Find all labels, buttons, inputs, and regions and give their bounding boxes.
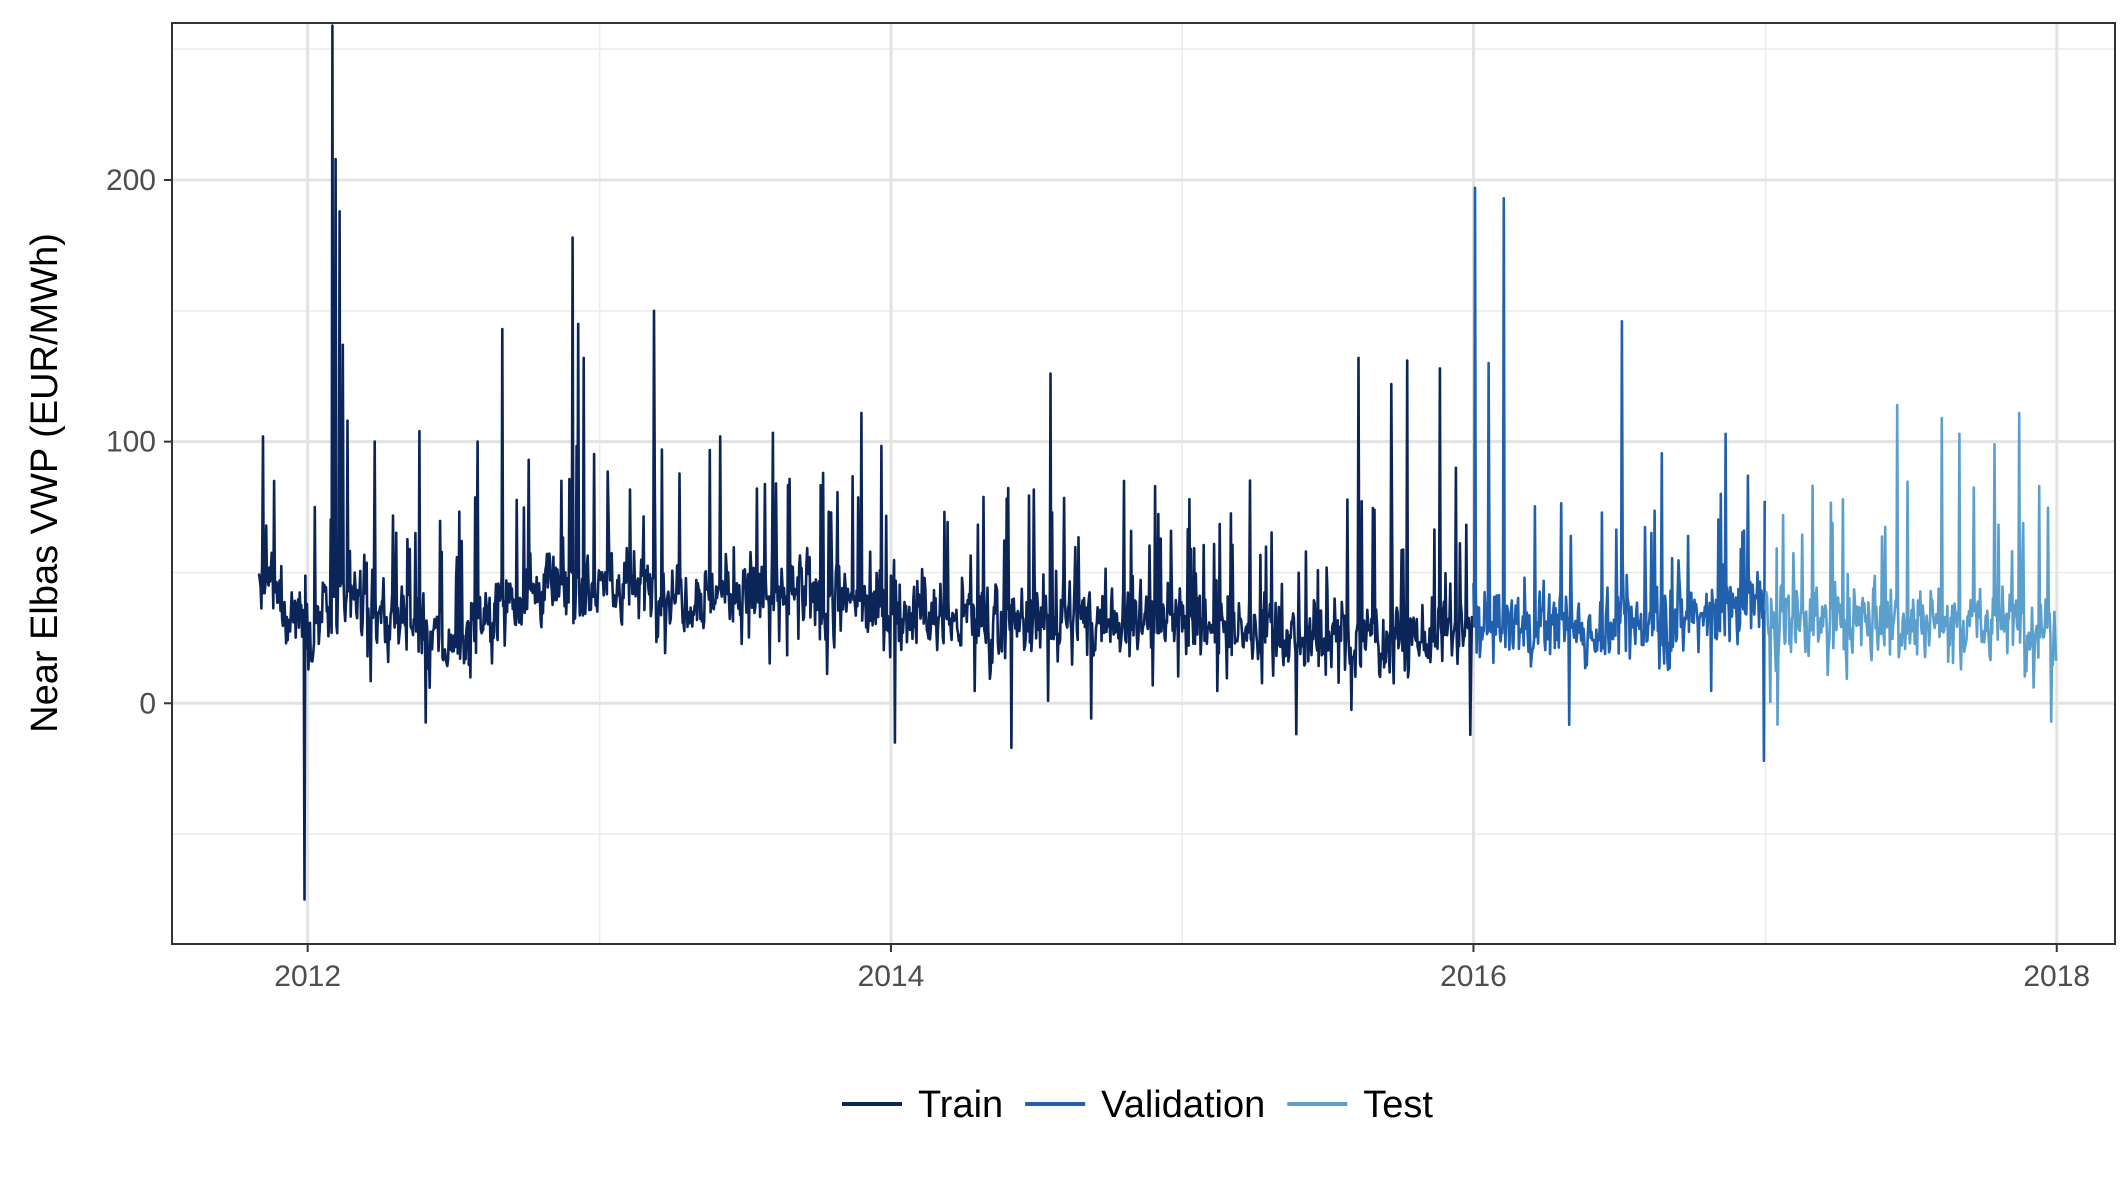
- y-axis-label: Near Elbas VWP (EUR/MWh): [24, 233, 66, 733]
- x-tick-label: 2014: [858, 960, 925, 993]
- panel-border: [171, 22, 2116, 945]
- plot-panel: [171, 22, 2116, 945]
- series-layer: [257, 24, 2058, 901]
- series-line-train: [257, 24, 1474, 901]
- series-line-test: [1764, 403, 2058, 726]
- x-axis: 2012 2014 2016 2018: [274, 944, 2090, 993]
- grid-minor: [172, 23, 2115, 944]
- y-tick-label: 200: [106, 164, 156, 197]
- y-tick-label: 100: [106, 426, 156, 459]
- grid-major: [172, 23, 2115, 944]
- legend: Train Validation Test: [842, 1084, 1433, 1126]
- x-tick-label: 2016: [1440, 960, 1507, 993]
- legend-label-validation: Validation: [1101, 1084, 1265, 1126]
- y-axis: 0 100 200: [106, 164, 172, 720]
- panel-background: [172, 23, 2115, 944]
- legend-label-train: Train: [918, 1084, 1003, 1126]
- series-line-validation: [1472, 186, 1766, 763]
- x-tick-label: 2018: [2023, 960, 2090, 993]
- y-tick-label: 0: [139, 687, 156, 720]
- x-tick-label: 2012: [274, 960, 341, 993]
- legend-label-test: Test: [1363, 1084, 1433, 1126]
